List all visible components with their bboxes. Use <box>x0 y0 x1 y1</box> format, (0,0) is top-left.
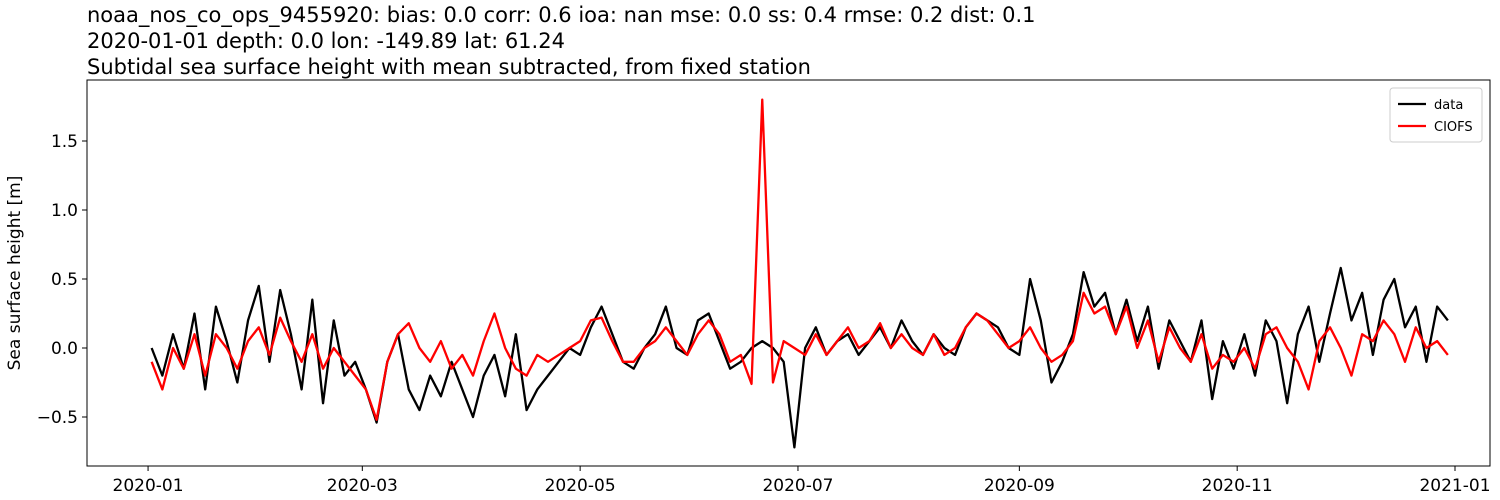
x-tick-label: 2020-05 <box>545 476 616 496</box>
legend-box <box>1389 87 1483 143</box>
x-tick-label: 2020-03 <box>327 476 398 496</box>
legend-label: data <box>1434 98 1463 113</box>
x-tick-label: 2020-11 <box>1202 476 1273 496</box>
chart-title: 2020-01-01 depth: 0.0 lon: -149.89 lat: … <box>87 29 565 53</box>
y-axis-label: Sea surface height [m] <box>5 176 25 371</box>
plot-frame <box>86 79 1491 467</box>
series-line <box>150 266 1449 449</box>
x-tick-label: 2020-01 <box>113 476 184 496</box>
y-tick-label: 1.0 <box>51 201 78 221</box>
x-tick-label: 2020-07 <box>762 476 833 496</box>
y-tick-label: 1.5 <box>51 132 78 152</box>
y-tick-label: −0.5 <box>37 408 78 428</box>
chart-title: noaa_nos_co_ops_9455920: bias: 0.0 corr:… <box>87 3 1036 28</box>
y-tick-label: 0.0 <box>51 339 78 359</box>
x-tick-label: 2020-09 <box>984 476 1055 496</box>
legend-label: CIOFS <box>1434 120 1473 135</box>
x-tick-label: 2021-01 <box>1419 476 1490 496</box>
series-line <box>150 98 1449 421</box>
chart-title: Subtidal sea surface height with mean su… <box>87 55 811 79</box>
y-tick-label: 0.5 <box>51 270 78 290</box>
